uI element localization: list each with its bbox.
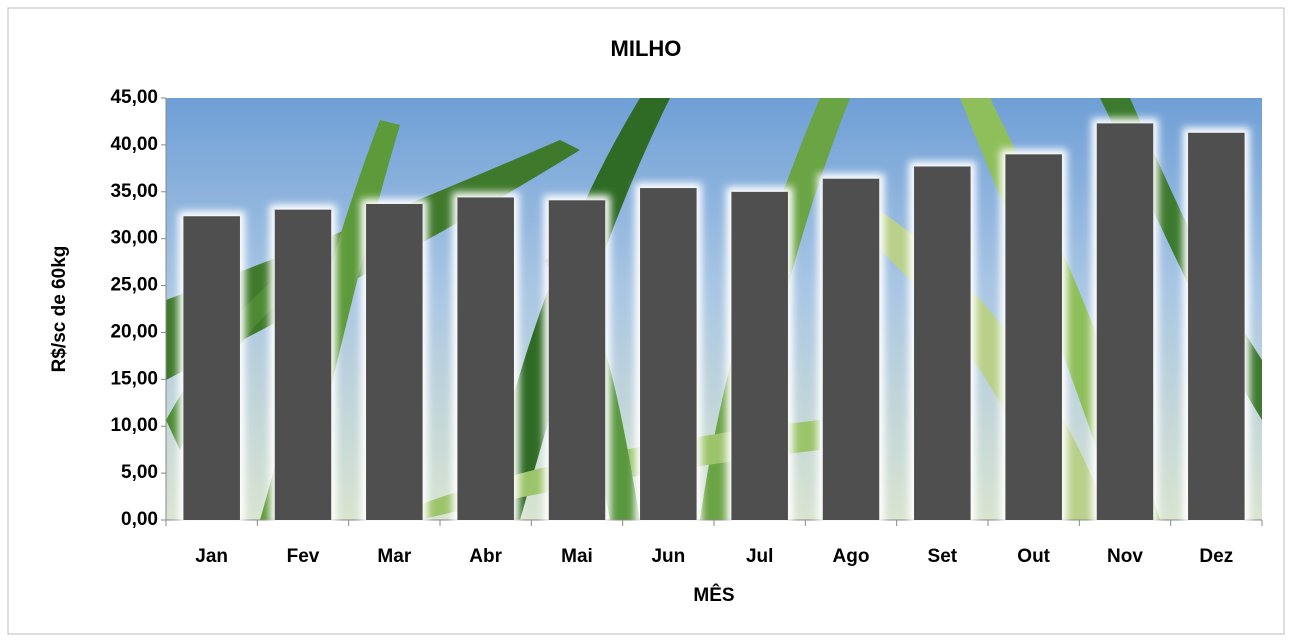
x-tick-label: Mai bbox=[561, 546, 593, 567]
y-tick-label: 5,00 bbox=[121, 462, 158, 483]
x-axis-title: MÊS bbox=[693, 584, 734, 606]
x-tick-label: Set bbox=[928, 546, 958, 567]
x-tick-label: Fev bbox=[287, 546, 320, 567]
x-tick-label: Jan bbox=[195, 546, 228, 567]
bar bbox=[548, 200, 606, 520]
y-tick-label: 15,00 bbox=[110, 368, 158, 389]
x-tick-label: Nov bbox=[1107, 546, 1143, 567]
x-tick-label: Dez bbox=[1199, 546, 1233, 567]
bar bbox=[274, 209, 332, 520]
y-tick-label: 10,00 bbox=[110, 415, 158, 436]
x-tick-label: Ago bbox=[833, 546, 870, 567]
y-tick-label: 30,00 bbox=[110, 228, 158, 249]
y-tick-label: 0,00 bbox=[121, 509, 158, 530]
y-tick-label: 25,00 bbox=[110, 275, 158, 296]
bar bbox=[914, 166, 971, 521]
bar bbox=[1188, 132, 1245, 520]
x-tick-label: Mar bbox=[377, 546, 411, 567]
bar bbox=[183, 216, 240, 520]
bar bbox=[822, 178, 880, 520]
bar bbox=[1005, 154, 1062, 520]
bar bbox=[366, 203, 423, 521]
bar bbox=[731, 191, 788, 520]
chart-title: MILHO bbox=[611, 36, 682, 61]
y-tick-label: 40,00 bbox=[110, 134, 158, 155]
bar bbox=[1096, 123, 1154, 520]
x-tick-label: Jul bbox=[746, 546, 773, 567]
x-tick-label: Abr bbox=[469, 546, 502, 567]
y-tick-label: 20,00 bbox=[110, 321, 158, 342]
y-tick-label: 45,00 bbox=[110, 87, 158, 108]
bar bbox=[640, 188, 697, 520]
bar bbox=[457, 197, 514, 520]
y-axis-title: R$/sc de 60kg bbox=[49, 246, 70, 373]
y-tick-label: 35,00 bbox=[110, 181, 158, 202]
x-tick-label: Jun bbox=[651, 546, 685, 567]
x-tick-label: Out bbox=[1017, 546, 1050, 567]
